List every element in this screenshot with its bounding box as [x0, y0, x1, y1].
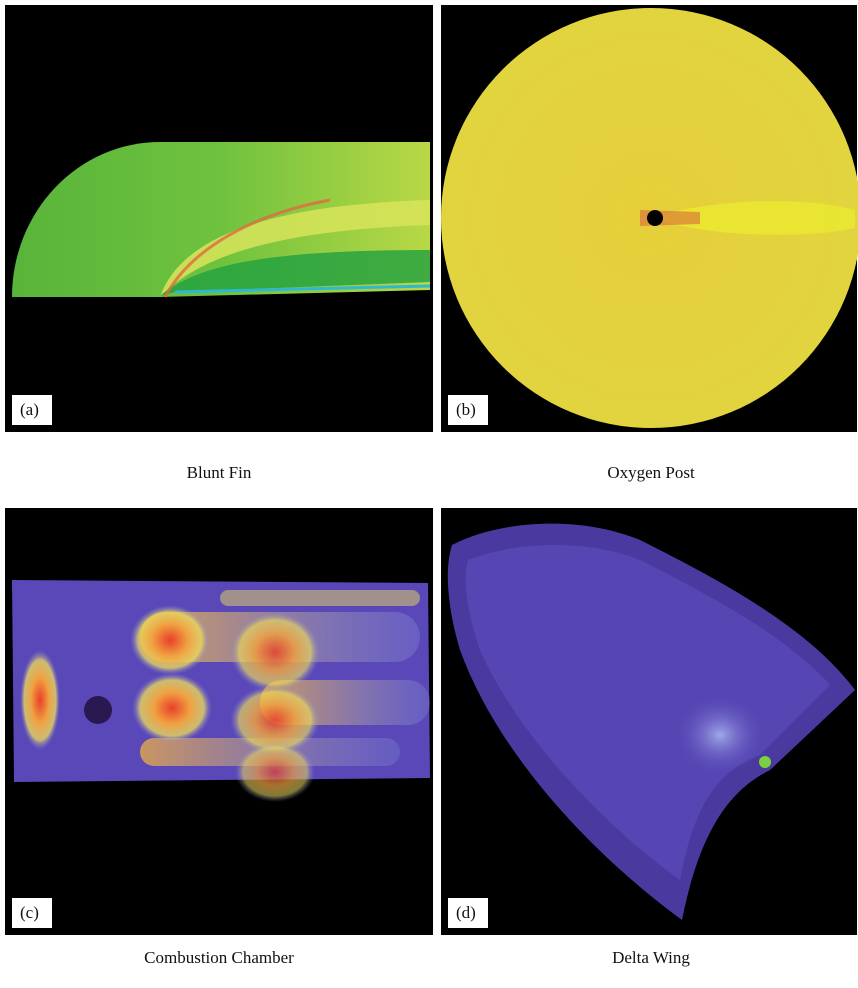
caption: Delta Wing	[612, 948, 690, 967]
hot-spot	[235, 742, 315, 802]
post	[647, 210, 663, 226]
hot-spot	[20, 650, 60, 750]
caption: Blunt Fin	[187, 463, 252, 482]
panel-label: (a)	[20, 400, 39, 419]
port	[84, 696, 112, 724]
panel-label: (b)	[456, 400, 476, 419]
flame-streak	[220, 590, 420, 606]
hot-spot	[132, 673, 212, 743]
figure: (a) (b) Blunt Fin Oxygen Post (c)	[0, 0, 858, 988]
panel-d: (d)	[441, 508, 857, 935]
panel-c: (c)	[5, 508, 433, 935]
hot-spot	[130, 605, 210, 675]
caption: Combustion Chamber	[144, 948, 294, 967]
panel-label: (c)	[20, 903, 39, 922]
vortex	[675, 695, 765, 775]
caption: Oxygen Post	[607, 463, 695, 482]
vortex-core	[759, 756, 771, 768]
hot-spot	[230, 612, 320, 692]
panel-label: (d)	[456, 903, 476, 922]
panel-b: (b)	[441, 5, 858, 432]
panel-a: (a)	[5, 5, 433, 432]
